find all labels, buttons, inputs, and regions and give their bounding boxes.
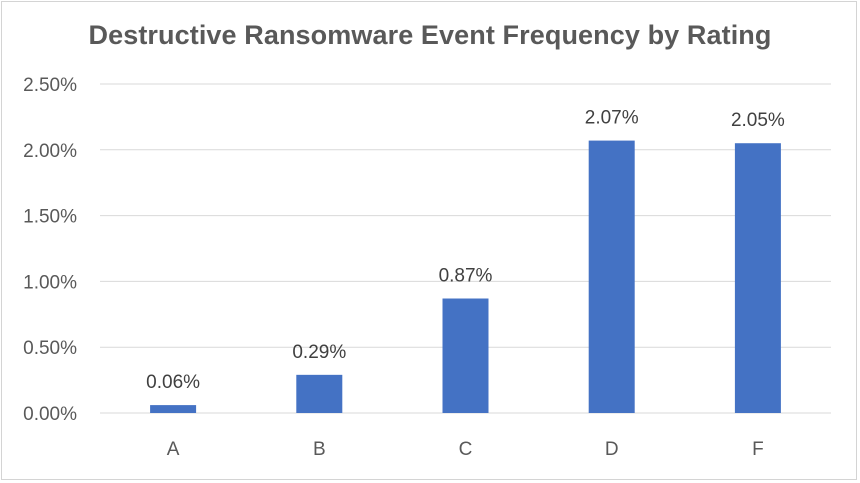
data-label: 0.06%	[146, 372, 200, 393]
x-tick-label: C	[459, 439, 473, 460]
data-label: 0.29%	[292, 342, 346, 363]
x-tick-label: D	[605, 439, 619, 460]
y-axis-ticks: 0.00% 0.50% 1.00% 1.50% 2.00% 2.50%	[23, 75, 77, 425]
bar-c	[442, 298, 489, 413]
x-tick-label: B	[313, 439, 326, 460]
data-label: 2.05%	[731, 110, 785, 131]
data-label: 0.87%	[439, 266, 493, 287]
data-label: 2.07%	[585, 108, 639, 129]
bars	[150, 140, 781, 413]
chart-title: Destructive Ransomware Event Frequency b…	[88, 20, 772, 50]
bar-d	[588, 140, 635, 413]
y-tick-label: 0.50%	[23, 338, 77, 359]
bar-f	[734, 143, 781, 413]
bar-b	[296, 374, 343, 413]
data-labels: 0.06% 0.29% 0.87% 2.07% 2.05%	[146, 108, 785, 394]
y-tick-label: 1.00%	[23, 272, 77, 293]
y-tick-label: 1.50%	[23, 207, 77, 228]
y-tick-label: 2.00%	[23, 141, 77, 162]
bar-a	[150, 405, 197, 413]
y-tick-label: 2.50%	[23, 75, 77, 96]
y-tick-label: 0.00%	[23, 404, 77, 425]
x-tick-label: F	[752, 439, 764, 460]
x-tick-label: A	[167, 439, 180, 460]
